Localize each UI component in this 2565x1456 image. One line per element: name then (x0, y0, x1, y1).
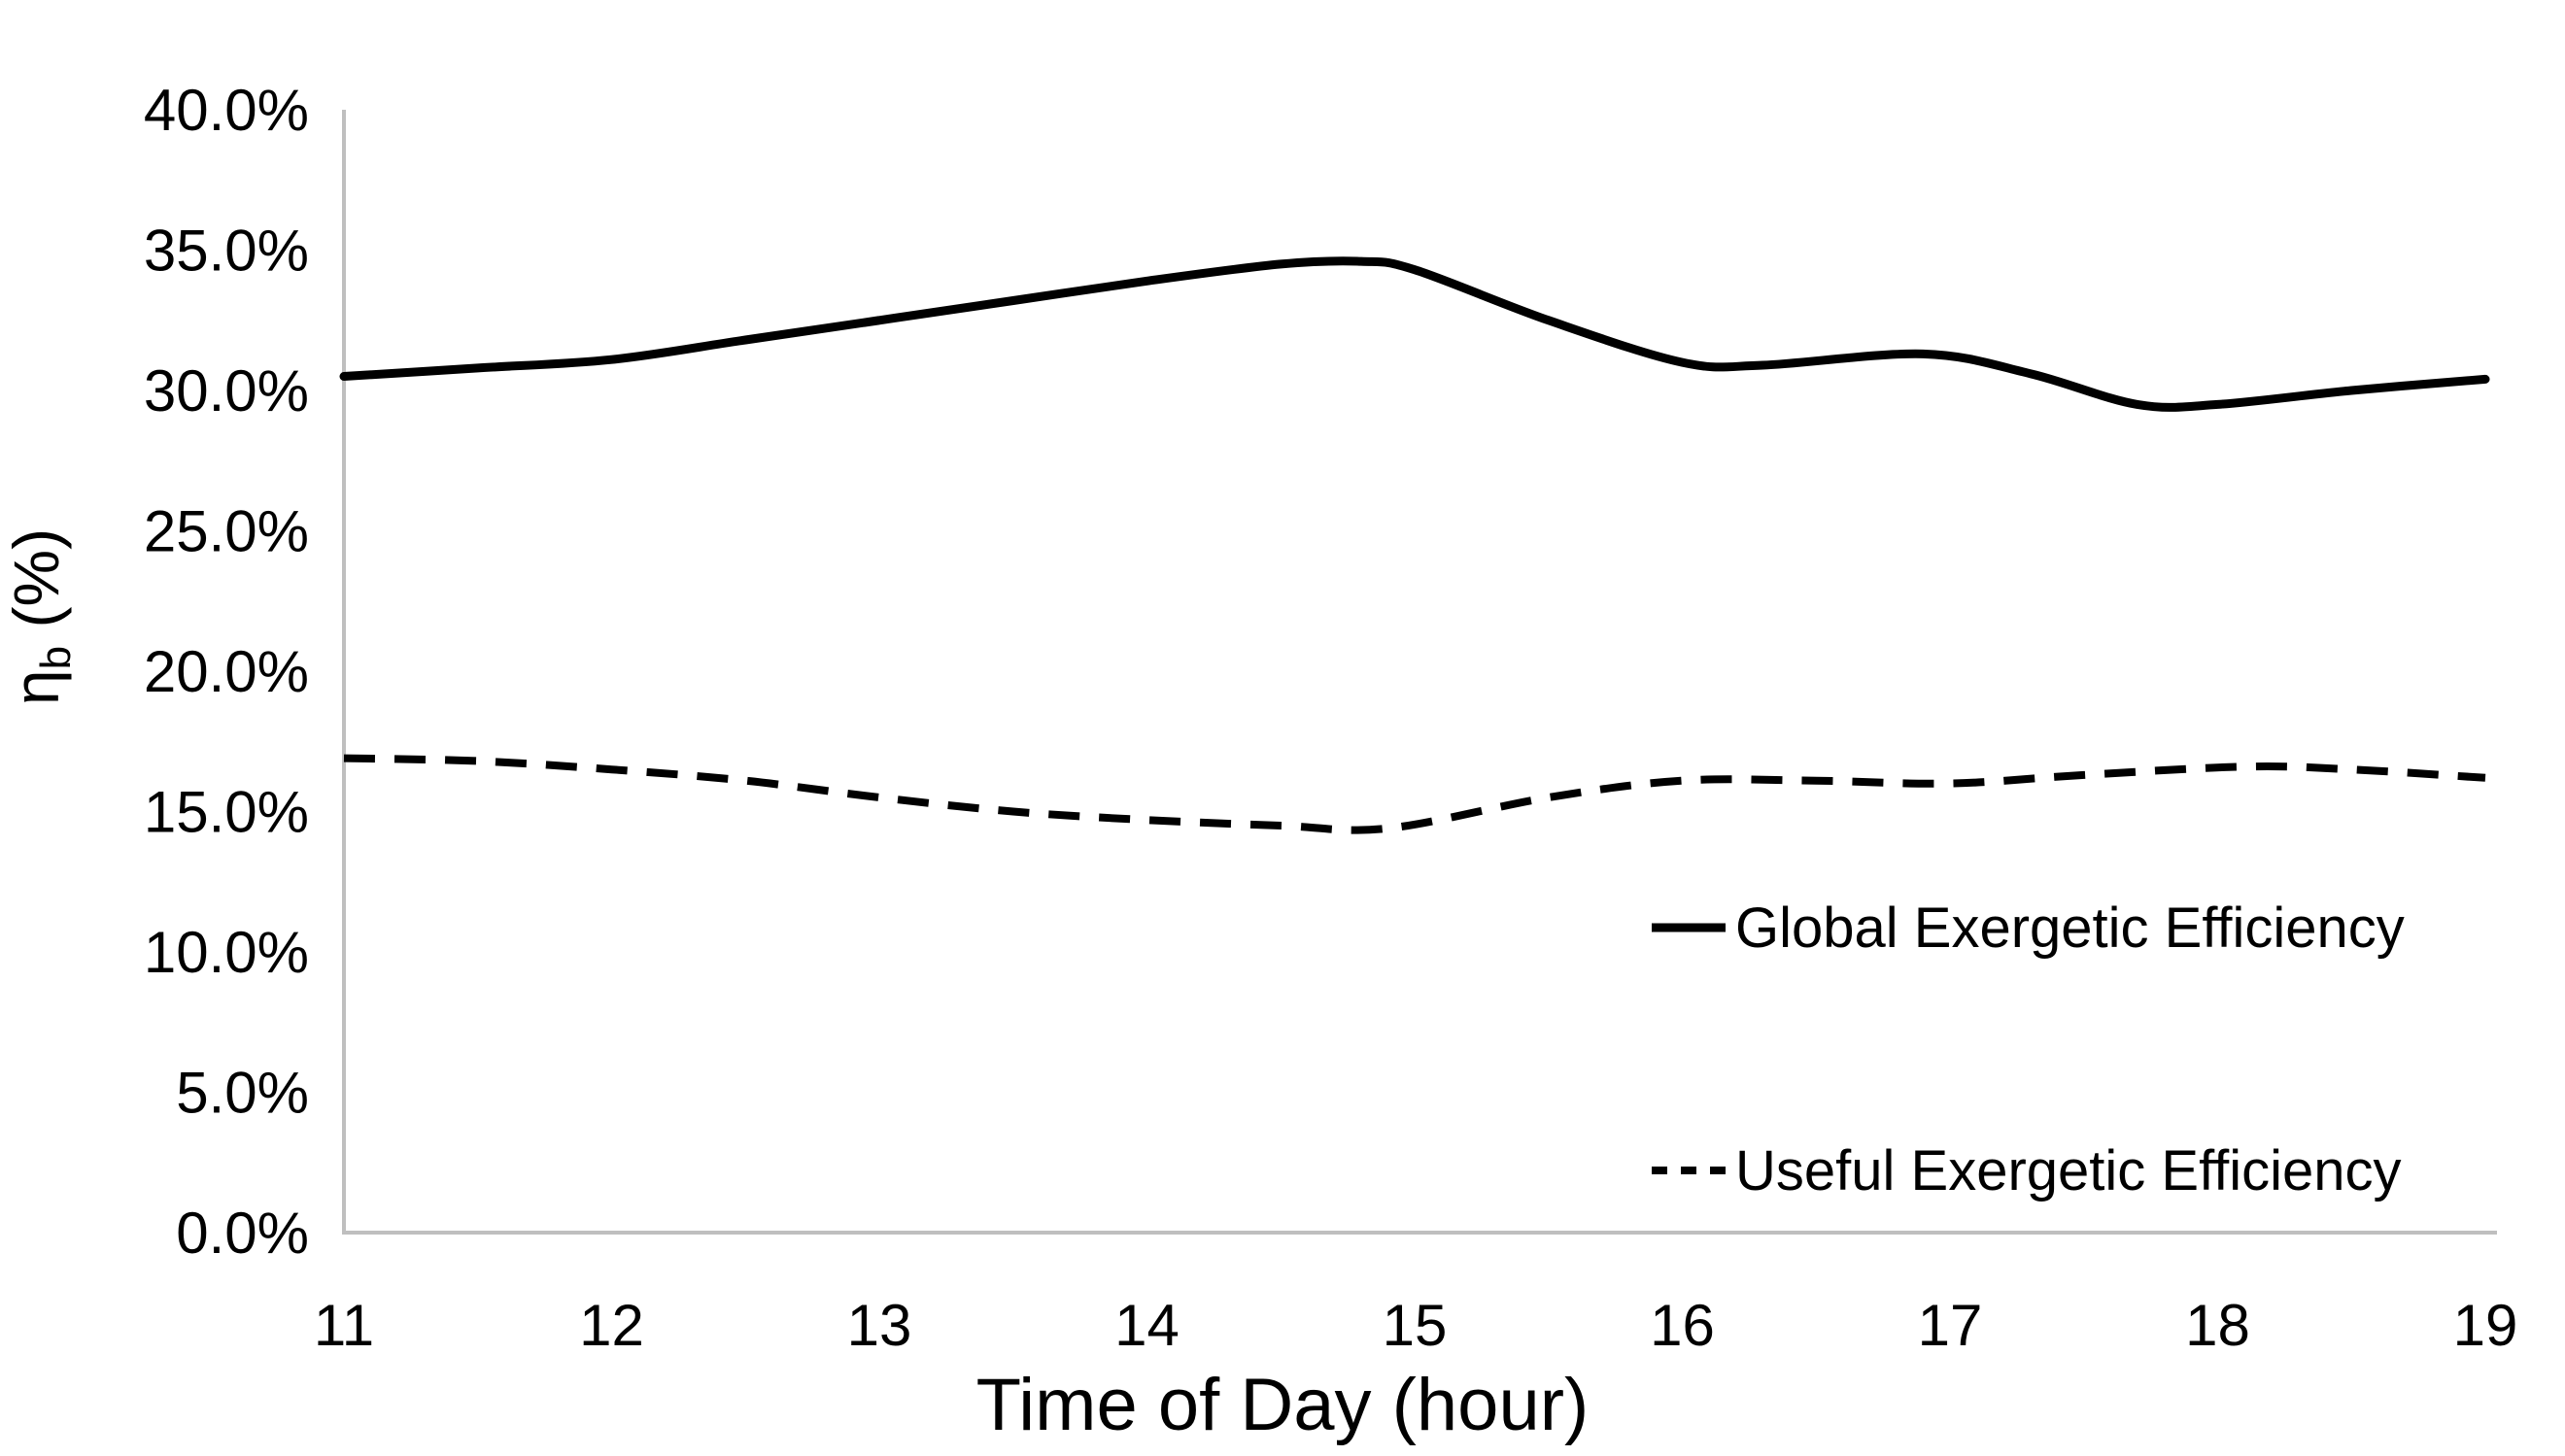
x-tick-label: 16 (1650, 1293, 1715, 1358)
x-tick-label: 13 (847, 1293, 912, 1358)
y-tick-label: 15.0% (144, 780, 309, 845)
series-line-global (339, 256, 2490, 412)
y-tick-label: 40.0% (144, 78, 309, 143)
legend-label: Useful Exergetic Efficiency (1735, 1139, 2402, 1202)
x-tick-label: 18 (2185, 1293, 2250, 1358)
legend-item: Global Exergetic Efficiency (1652, 897, 2405, 960)
y-tick-label: 5.0% (176, 1061, 309, 1126)
x-axis-title: Time of Day (hour) (976, 1364, 1590, 1446)
x-tick-label: 12 (579, 1293, 644, 1358)
y-axis-title: ηb (%) (0, 528, 80, 705)
y-tick-label: 30.0% (144, 358, 309, 423)
x-tick-label: 11 (314, 1293, 374, 1358)
x-tick-label: 19 (2453, 1293, 2518, 1358)
y-tick-label: 20.0% (144, 639, 309, 704)
series-line-useful (343, 754, 2486, 834)
x-tick-label: 15 (1383, 1293, 1448, 1358)
y-tick-label: 25.0% (144, 499, 309, 564)
legend-item: Useful Exergetic Efficiency (1652, 1139, 2402, 1202)
x-tick-label: 17 (1918, 1293, 1983, 1358)
y-tick-label: 10.0% (144, 920, 309, 985)
y-tick-label: 0.0% (176, 1201, 309, 1266)
legend-label: Global Exergetic Efficiency (1735, 897, 2405, 960)
x-tick-label: 14 (1114, 1293, 1180, 1358)
y-tick-label: 35.0% (144, 219, 309, 284)
